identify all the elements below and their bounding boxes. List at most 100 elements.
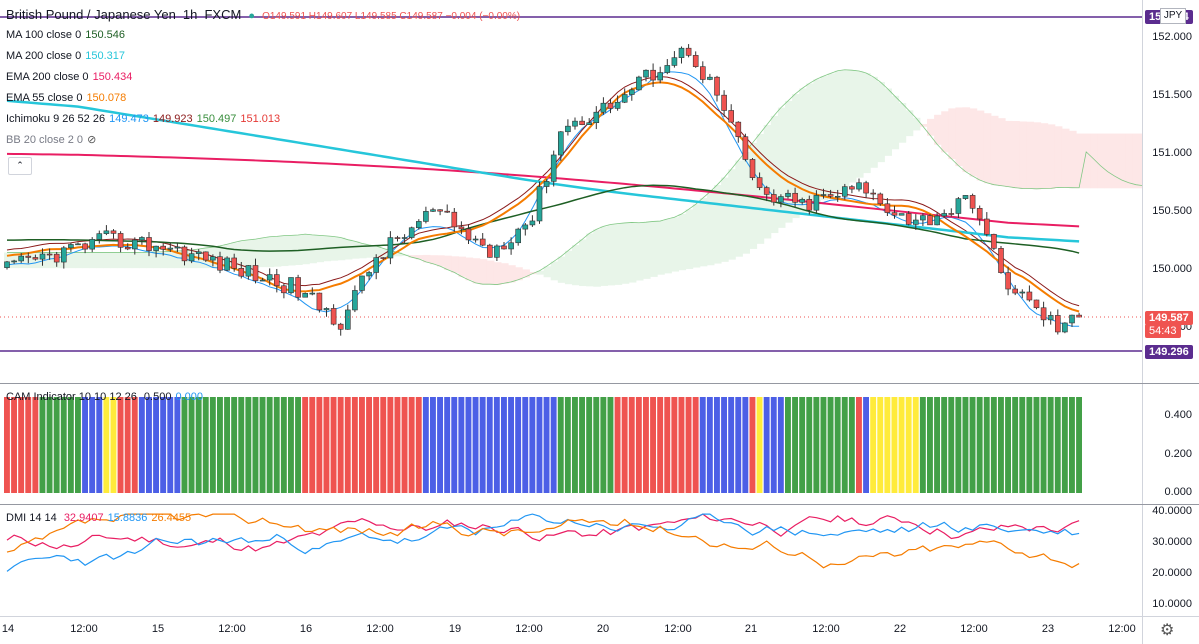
time-axis[interactable]: 14 12:00 15 12:00 16 12:00 19 12:00 20 12:00 21 12:…	[0, 616, 1142, 644]
dmi-pane[interactable]	[0, 505, 1142, 616]
candle-body	[614, 101, 621, 109]
indicator-legend-row[interactable]: Ichimoku 9 26 52 26 149.473 149.923 150.497…	[6, 109, 524, 130]
cam-bar	[351, 397, 358, 493]
candle-body	[132, 239, 138, 250]
candle-body	[124, 247, 131, 250]
cam-bar	[976, 397, 983, 493]
candle-body	[905, 213, 912, 225]
cam-bar	[962, 397, 969, 493]
indicator-label: Ichimoku 9 26 52 26	[6, 113, 106, 125]
candle-body	[884, 203, 891, 213]
cam-bar	[841, 397, 848, 493]
cam-bar	[224, 397, 230, 493]
dmi-tick-label: 20.0000	[1152, 567, 1192, 579]
indicator-value: 150.497	[196, 113, 237, 125]
cam-bar	[799, 397, 806, 493]
cam-bar	[579, 397, 585, 493]
cam-bar	[273, 397, 280, 493]
price-tick-label: 151.000	[1152, 147, 1192, 159]
pane-separator[interactable]	[0, 504, 1199, 505]
indicator-legend-row[interactable]: MA 200 close 0 150.317	[6, 46, 524, 67]
candle-body	[1055, 315, 1061, 333]
cam-bar	[160, 397, 167, 493]
dmi-chart[interactable]	[0, 505, 1142, 616]
candle-body	[870, 192, 877, 195]
price-chart[interactable]	[0, 0, 1142, 383]
cam-bar	[117, 397, 124, 493]
candle-body	[160, 245, 166, 250]
cam-indicator-chart[interactable]	[0, 384, 1142, 504]
indicator-value: 150.546	[85, 29, 125, 41]
candle-body	[579, 120, 585, 125]
cam-bar	[1033, 397, 1040, 493]
cam-axis[interactable]: 0.400 0.200 0.000	[1142, 384, 1199, 504]
cam-tick-label: 0.200	[1164, 448, 1192, 460]
cam-bar	[67, 397, 74, 493]
candle-body	[685, 47, 692, 56]
current-price-label: 149.587	[1145, 311, 1193, 325]
candle-body	[252, 265, 259, 281]
candle-body	[728, 110, 735, 123]
candle-body	[934, 215, 940, 226]
cam-bar	[238, 397, 245, 493]
cam-bar	[344, 397, 351, 493]
cam-bar	[969, 397, 976, 493]
candle-body	[927, 215, 933, 226]
legend-collapse-toggle[interactable]: ⌃	[8, 157, 32, 175]
candle-body	[295, 277, 301, 298]
candle-body	[621, 94, 628, 103]
candle-body	[721, 94, 727, 111]
cam-bar	[337, 397, 344, 493]
candle-body	[25, 255, 32, 258]
candle-body	[352, 290, 358, 311]
cam-bar	[323, 397, 330, 493]
indicator-value: 150.434	[92, 71, 133, 83]
candle-body	[82, 243, 88, 250]
candle-body	[153, 245, 159, 251]
cam-bar	[231, 397, 238, 493]
indicator-legend-row[interactable]: EMA 55 close 0 150.078	[6, 88, 524, 109]
indicator-legend-row[interactable]: EMA 200 close 0 150.434	[6, 67, 524, 88]
candle-body	[430, 209, 436, 212]
candle-body	[628, 89, 635, 95]
chart-settings-gear-icon[interactable]: ⚙	[1160, 622, 1175, 639]
candle-body	[735, 121, 742, 138]
pane-separator[interactable]	[0, 383, 1199, 384]
cam-bar	[394, 397, 401, 493]
candle-body	[799, 199, 806, 203]
cam-bar	[153, 397, 159, 493]
cam-bar	[486, 397, 493, 493]
candle-body	[969, 195, 976, 209]
cam-bar	[763, 397, 770, 493]
candle-body	[742, 136, 749, 160]
symbol-name: British Pound / Japanese Yen	[6, 7, 176, 22]
dmi-axis[interactable]: 40.0000 30.0000 20.0000 10.0000	[1142, 505, 1199, 616]
candle-body	[1012, 288, 1019, 294]
indicator-legend-row[interactable]: BB 20 close 2 0 ⊘	[6, 130, 524, 151]
candle-body	[508, 242, 514, 250]
candle-body	[465, 228, 472, 241]
time-tick-label: 22	[893, 623, 907, 635]
candle-body	[245, 265, 252, 277]
symbol-interval: 1h	[182, 7, 198, 22]
currency-label[interactable]: JPY	[1160, 8, 1186, 24]
candle-body	[68, 244, 74, 249]
cam-bar	[259, 397, 266, 493]
cam-bar	[919, 397, 926, 493]
cam-bar	[848, 397, 855, 493]
cam-bar	[657, 397, 664, 493]
candle-body	[707, 76, 713, 80]
price-chart-pane[interactable]	[0, 0, 1142, 383]
cam-bar	[493, 397, 500, 493]
cam-bar	[529, 397, 536, 493]
cam-bar	[444, 397, 451, 493]
symbol-header[interactable]: British Pound / Japanese Yen 1h FXCM ● O…	[6, 4, 524, 25]
candle-body	[174, 246, 181, 249]
cam-indicator-pane[interactable]	[0, 384, 1142, 504]
candle-body	[401, 237, 408, 239]
visibility-hidden-icon[interactable]: ⊘	[87, 134, 97, 146]
indicator-legend-row[interactable]: MA 100 close 0 150.546	[6, 25, 524, 46]
cam-bar	[692, 397, 699, 493]
cam-tick-label: 0.400	[1164, 409, 1192, 421]
candle-body	[288, 277, 294, 294]
